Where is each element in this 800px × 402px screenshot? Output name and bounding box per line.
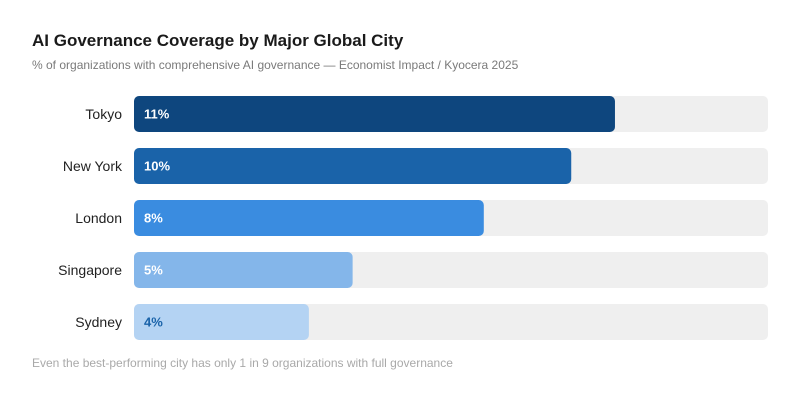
bar-singapore	[134, 252, 353, 288]
category-label-new-york: New York	[63, 158, 123, 174]
category-label-tokyo: Tokyo	[85, 106, 122, 122]
value-label-sydney: 4%	[144, 315, 163, 330]
chart-title: AI Governance Coverage by Major Global C…	[32, 31, 404, 50]
value-label-singapore: 5%	[144, 263, 163, 278]
chart-subtitle: % of organizations with comprehensive AI…	[32, 58, 519, 72]
bar-london	[134, 200, 484, 236]
bar-new-york	[134, 148, 572, 184]
bar-tokyo	[134, 96, 615, 132]
chart-footnote: Even the best-performing city has only 1…	[32, 356, 453, 370]
category-label-london: London	[75, 210, 122, 226]
value-label-new-york: 10%	[144, 159, 170, 174]
category-label-singapore: Singapore	[58, 262, 122, 278]
value-label-london: 8%	[144, 211, 163, 226]
bar-sydney	[134, 304, 309, 340]
category-label-sydney: Sydney	[75, 314, 122, 330]
value-label-tokyo: 11%	[144, 107, 170, 122]
